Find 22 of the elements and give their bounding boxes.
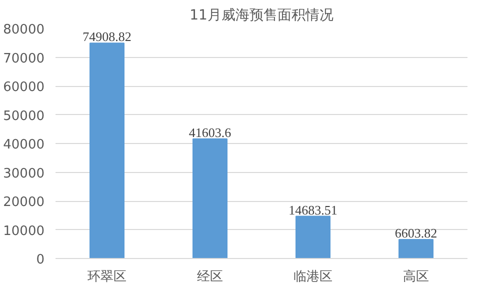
y-tick-label: 40000 <box>3 138 45 152</box>
y-tick-label: 20000 <box>3 195 45 210</box>
y-tick-label: 10000 <box>3 224 45 239</box>
chart-title: 11月威海预售面积情况 <box>190 8 334 24</box>
x-tick-label: 经区 <box>197 270 223 284</box>
x-tick-label: 环翠区 <box>88 270 126 284</box>
x-tick-label: 高区 <box>403 268 429 284</box>
y-tick-label: 70000 <box>3 51 45 66</box>
y-tick-label: 80000 <box>3 22 45 38</box>
y-tick-label: 0 <box>36 252 45 268</box>
bar <box>192 138 228 258</box>
y-tick-label: 30000 <box>3 166 45 182</box>
data-label: 41603.6 <box>188 124 232 140</box>
x-tick-label: 临港区 <box>294 270 332 284</box>
y-tick-label: 60000 <box>3 80 45 95</box>
data-label: 74908.82 <box>82 29 132 44</box>
bar <box>90 42 124 258</box>
y-tick-label: 50000 <box>3 108 45 124</box>
bar <box>398 239 434 258</box>
bar <box>296 216 330 258</box>
data-label: 14683.51 <box>288 202 338 218</box>
data-label: 6603.82 <box>394 226 438 241</box>
